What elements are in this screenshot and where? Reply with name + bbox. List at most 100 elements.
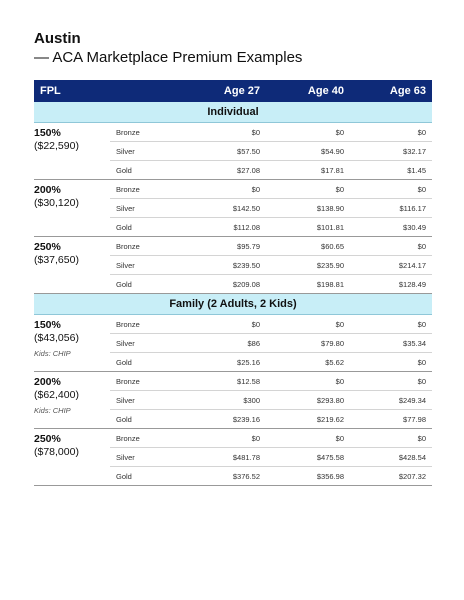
table-body: Individual 150% ($22,590) Bronze $0 $0 $0 Silve… xyxy=(34,102,432,486)
fpl-percent: 150% xyxy=(34,127,61,139)
premium-cell: $0 xyxy=(266,314,350,334)
fpl-percent: 250% xyxy=(34,433,61,445)
fpl-income: ($78,000) xyxy=(34,446,79,458)
premium-cell: $0 xyxy=(182,122,266,142)
column-header-fpl: FPL xyxy=(34,80,110,102)
tier-cell: Gold xyxy=(110,466,182,486)
column-header-age-63: Age 63 xyxy=(350,80,432,102)
premium-cell: $32.17 xyxy=(350,141,432,161)
tier-cell: Bronze xyxy=(110,236,182,256)
tier-cell: Gold xyxy=(110,352,182,372)
premium-cell: $25.16 xyxy=(182,352,266,372)
premium-cell: $428.54 xyxy=(350,447,432,467)
premium-cell: $60.65 xyxy=(266,236,350,256)
table-row: Gold $376.52 $356.98 $207.32 xyxy=(34,466,432,486)
premium-cell: $54.90 xyxy=(266,141,350,161)
section-header-row: Individual xyxy=(34,102,432,123)
premium-cell: $219.62 xyxy=(266,409,350,429)
tier-cell: Silver xyxy=(110,447,182,467)
fpl-income: ($22,590) xyxy=(34,140,79,152)
premium-cell: $0 xyxy=(266,428,350,448)
column-header-tier xyxy=(110,80,182,102)
section-header-row: Family (2 Adults, 2 Kids) xyxy=(34,293,432,315)
tier-cell: Silver xyxy=(110,198,182,218)
premium-cell: $0 xyxy=(350,428,432,448)
premium-cell: $0 xyxy=(182,428,266,448)
table-row: Silver $300 $293.80 $249.34 xyxy=(34,390,432,410)
premium-cell: $101.81 xyxy=(266,217,350,237)
table-row: 200% ($30,120) Bronze $0 $0 $0 xyxy=(34,179,432,237)
premium-cell: $17.81 xyxy=(266,160,350,180)
premium-cell: $481.78 xyxy=(182,447,266,467)
premium-cell: $138.90 xyxy=(266,198,350,218)
fpl-income: ($30,120) xyxy=(34,197,79,209)
tier-cell: Silver xyxy=(110,141,182,161)
premium-cell: $142.50 xyxy=(182,198,266,218)
premium-cell: $214.17 xyxy=(350,255,432,275)
premium-cell: $12.58 xyxy=(182,371,266,391)
premium-cell: $475.58 xyxy=(266,447,350,467)
premium-table: FPL Age 27 Age 40 Age 63 Individual 150%(… xyxy=(34,80,432,486)
tier-cell: Silver xyxy=(110,390,182,410)
premium-cell: $116.17 xyxy=(350,198,432,218)
premium-cell: $112.08 xyxy=(182,217,266,237)
table-row: 250% ($37,650) Bronze $95.79 $60.65 $0 xyxy=(34,236,432,294)
table-row: Gold $112.08 $101.81 $30.49 xyxy=(34,217,432,237)
column-header-age-27: Age 27 xyxy=(182,80,266,102)
fpl-cell: 200% ($62,400) Kids: CHIP xyxy=(34,371,110,429)
premium-cell: $0 xyxy=(266,179,350,199)
premium-cell: $239.16 xyxy=(182,409,266,429)
premium-cell: $300 xyxy=(182,390,266,410)
premium-cell: $235.90 xyxy=(266,255,350,275)
table-row: 150% ($43,056) Kids: CHIP Bronze $0 $0 $0 xyxy=(34,314,432,372)
tier-cell: Bronze xyxy=(110,179,182,199)
premium-cell: $1.45 xyxy=(350,160,432,180)
tier-cell: Bronze xyxy=(110,122,182,142)
tier-cell: Gold xyxy=(110,160,182,180)
premium-cell: $77.98 xyxy=(350,409,432,429)
premium-cell: $249.34 xyxy=(350,390,432,410)
premium-cell: $293.80 xyxy=(266,390,350,410)
premium-cell: $0 xyxy=(182,314,266,334)
premium-cell: $57.50 xyxy=(182,141,266,161)
table-row: 150% ($22,590) Bronze $0 $0 $0 xyxy=(34,122,432,180)
table-row: Gold $239.16 $219.62 $77.98 xyxy=(34,409,432,429)
table-row: Gold $209.08 $198.81 $128.49 xyxy=(34,274,432,294)
premium-cell: $239.50 xyxy=(182,255,266,275)
tier-cell: Bronze xyxy=(110,428,182,448)
tier-cell: Silver xyxy=(110,333,182,353)
fpl-cell: 250% ($78,000) xyxy=(34,428,110,486)
table-row: Silver $481.78 $475.58 $428.54 xyxy=(34,447,432,467)
table-header-row: FPL Age 27 Age 40 Age 63 xyxy=(34,80,432,102)
premium-cell: $207.32 xyxy=(350,466,432,486)
fpl-note: Kids: CHIP xyxy=(34,406,71,415)
fpl-cell: 200% ($30,120) xyxy=(34,179,110,237)
tier-cell: Gold xyxy=(110,409,182,429)
tier-cell: Gold xyxy=(110,274,182,294)
premium-cell: $27.08 xyxy=(182,160,266,180)
fpl-income: ($62,400) xyxy=(34,389,79,401)
premium-cell: $0 xyxy=(182,179,266,199)
premium-cell: $0 xyxy=(350,314,432,334)
table-row: Gold $25.16 $5.62 $0 xyxy=(34,352,432,372)
fpl-income: ($43,056) xyxy=(34,332,79,344)
fpl-percent: 200% xyxy=(34,184,61,196)
premium-cell: $86 xyxy=(182,333,266,353)
fpl-percent: 200% xyxy=(34,376,61,388)
table-row: Silver $86 $79.80 $35.34 xyxy=(34,333,432,353)
premium-cell: $128.49 xyxy=(350,274,432,294)
table-row: Silver $142.50 $138.90 $116.17 xyxy=(34,198,432,218)
section-title: Individual xyxy=(34,102,432,123)
premium-cell: $376.52 xyxy=(182,466,266,486)
fpl-cell: 150% ($22,590) xyxy=(34,122,110,180)
page-title: Austin xyxy=(34,30,81,47)
title-block: Austin — ACA Marketplace Premium Example… xyxy=(34,30,302,67)
premium-cell: $0 xyxy=(350,236,432,256)
section-title: Family (2 Adults, 2 Kids) xyxy=(34,293,432,315)
premium-cell: $79.80 xyxy=(266,333,350,353)
fpl-cell: 150% ($43,056) Kids: CHIP xyxy=(34,314,110,372)
premium-cell: $0 xyxy=(350,122,432,142)
table-row: 250% ($78,000) Bronze $0 $0 $0 xyxy=(34,428,432,486)
premium-cell: $5.62 xyxy=(266,352,350,372)
premium-cell: $95.79 xyxy=(182,236,266,256)
